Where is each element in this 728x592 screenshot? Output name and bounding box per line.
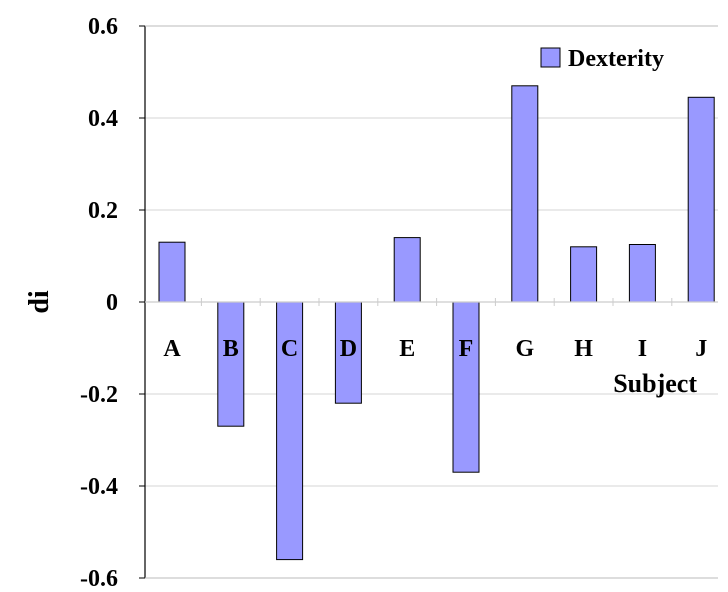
- legend: Dexterity: [540, 46, 664, 72]
- category-label-D: D: [340, 336, 357, 362]
- category-label-C: C: [281, 336, 298, 362]
- y-tick-label: 0.2: [88, 198, 118, 224]
- y-tick-labels: 0.6 0.4 0.2 0 -0.2 -0.4 -0.6: [80, 14, 118, 592]
- bar-E: [393, 237, 421, 303]
- bar-C: [276, 301, 304, 561]
- y-tick-label: -0.6: [80, 566, 118, 592]
- category-label-H: H: [574, 336, 593, 362]
- category-labels: A B C D E F G H I J: [163, 336, 707, 362]
- axes: [139, 25, 718, 579]
- y-tick-label: -0.4: [80, 474, 118, 500]
- y-tick-label: 0: [106, 290, 118, 316]
- category-label-E: E: [399, 336, 415, 362]
- bars: [158, 85, 715, 561]
- bar-H: [570, 246, 598, 303]
- bar-I: [628, 244, 656, 303]
- x-axis-title: Subject: [613, 369, 697, 398]
- bar-F: [452, 301, 480, 473]
- category-label-B: B: [223, 336, 239, 362]
- legend-swatch: [540, 47, 561, 68]
- bar-D: [334, 301, 362, 404]
- y-tick-label: 0.6: [88, 14, 118, 40]
- category-label-G: G: [515, 336, 534, 362]
- y-tick-label: 0.4: [88, 106, 118, 132]
- y-axis-title: di: [24, 290, 55, 314]
- bar-J: [687, 96, 715, 303]
- y-tick-label: -0.2: [80, 382, 118, 408]
- category-label-F: F: [459, 336, 474, 362]
- bar-A: [158, 241, 186, 303]
- bar-B: [217, 301, 245, 427]
- legend-label: Dexterity: [568, 46, 664, 72]
- category-label-I: I: [638, 336, 647, 362]
- category-label-J: J: [695, 336, 707, 362]
- bar-G: [511, 85, 539, 303]
- category-label-A: A: [163, 336, 181, 362]
